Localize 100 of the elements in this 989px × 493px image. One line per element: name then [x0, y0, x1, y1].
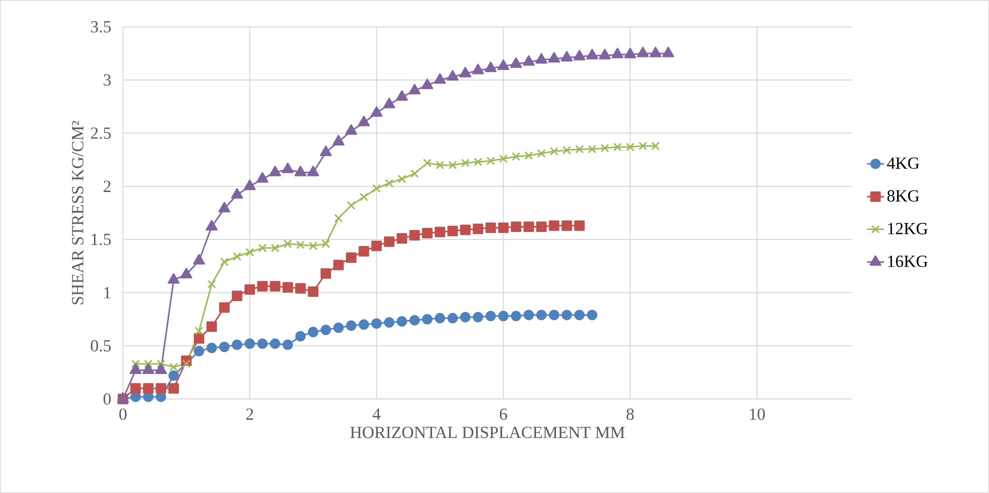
point	[486, 156, 495, 166]
point	[396, 90, 408, 101]
point	[308, 242, 318, 250]
point	[447, 312, 458, 324]
point	[574, 50, 586, 60]
point	[372, 184, 381, 193]
point	[548, 310, 560, 320]
point	[131, 360, 140, 368]
point	[219, 342, 230, 352]
point	[498, 222, 509, 234]
point	[447, 226, 458, 236]
point	[308, 326, 318, 338]
point	[308, 286, 318, 297]
point	[523, 310, 534, 320]
point	[460, 224, 471, 236]
point	[472, 224, 484, 234]
point	[194, 333, 204, 344]
point	[258, 244, 267, 252]
point	[320, 324, 332, 336]
point	[168, 273, 180, 284]
point	[461, 158, 470, 168]
point	[535, 53, 548, 64]
point	[434, 73, 446, 84]
y-axis-title: SHEAR STRESS KG/CM²	[72, 120, 84, 304]
legend-label: 16KG	[888, 256, 928, 268]
point	[560, 51, 573, 62]
point	[244, 284, 255, 295]
point	[307, 166, 320, 176]
point	[600, 144, 610, 152]
y-tick-label: 2	[104, 180, 110, 192]
point	[245, 248, 254, 257]
point	[562, 220, 572, 231]
point	[296, 240, 305, 250]
point	[257, 281, 268, 292]
point	[498, 310, 509, 322]
point	[332, 135, 344, 146]
point	[536, 310, 547, 320]
point	[371, 318, 382, 329]
point	[218, 202, 230, 212]
point	[408, 84, 421, 94]
point	[269, 166, 282, 176]
point	[257, 338, 268, 349]
y-tick-label: 3.5	[91, 21, 111, 33]
point	[472, 312, 484, 322]
x-tick-label: 6	[500, 408, 508, 420]
point	[422, 228, 433, 238]
point	[345, 124, 358, 135]
point	[484, 62, 497, 72]
point	[651, 142, 660, 150]
point	[346, 252, 356, 263]
point	[231, 188, 243, 199]
point	[206, 342, 217, 354]
point	[586, 48, 598, 60]
point	[371, 240, 382, 252]
x-tick-label: 0	[119, 408, 127, 420]
point	[624, 48, 636, 58]
point	[333, 260, 344, 270]
point	[358, 116, 370, 126]
point	[524, 151, 534, 160]
point	[446, 70, 459, 81]
point	[588, 144, 596, 154]
point	[180, 268, 192, 278]
point	[662, 46, 674, 58]
point	[410, 169, 419, 178]
legend-label: 4KG	[887, 158, 920, 169]
point	[448, 160, 457, 170]
point	[294, 166, 306, 176]
point	[522, 55, 535, 66]
point	[460, 312, 471, 322]
point	[474, 158, 482, 166]
point	[206, 220, 218, 231]
point	[384, 178, 394, 188]
point	[384, 317, 394, 328]
point	[574, 220, 585, 231]
point	[144, 360, 153, 368]
y-tick-label: 1	[104, 287, 110, 298]
point	[537, 149, 546, 158]
x-tick-label: 10	[750, 408, 765, 420]
point	[562, 310, 572, 320]
point	[320, 268, 332, 279]
point	[383, 98, 396, 108]
point	[421, 78, 434, 90]
point	[156, 360, 166, 368]
point	[436, 160, 444, 170]
point	[322, 240, 330, 248]
point	[194, 346, 204, 356]
point	[550, 147, 558, 156]
point	[434, 226, 446, 238]
point	[485, 222, 496, 234]
point	[562, 146, 572, 155]
point	[434, 312, 446, 324]
point	[510, 310, 522, 322]
point	[510, 57, 522, 68]
point	[169, 362, 178, 372]
point	[232, 340, 242, 350]
point	[612, 48, 624, 58]
y-tick-label: 3	[104, 74, 111, 86]
point	[358, 319, 370, 330]
point	[295, 331, 306, 342]
point	[320, 146, 332, 156]
